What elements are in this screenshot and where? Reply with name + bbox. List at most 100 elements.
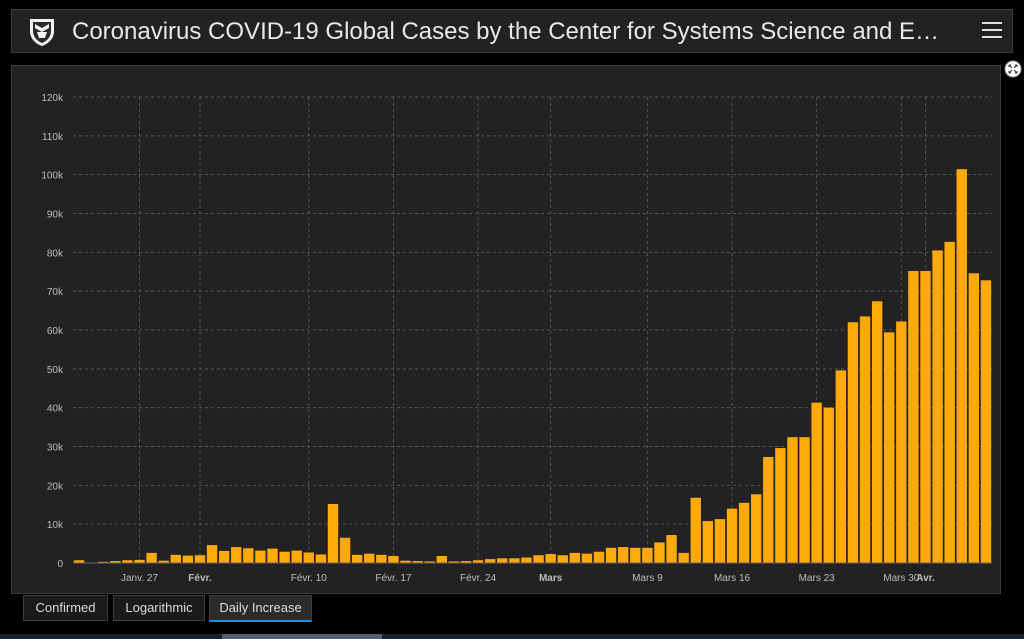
bar[interactable] — [291, 550, 302, 563]
bar[interactable] — [642, 547, 653, 563]
bar[interactable] — [497, 558, 508, 563]
bar[interactable] — [702, 521, 714, 563]
bar[interactable] — [690, 497, 701, 563]
bar[interactable] — [726, 508, 738, 563]
app-header: Coronavirus COVID-19 Global Cases by the… — [11, 9, 1013, 53]
bar[interactable] — [436, 556, 448, 563]
bar[interactable] — [968, 273, 980, 563]
bar[interactable] — [364, 553, 375, 563]
bar[interactable] — [799, 437, 810, 563]
bar[interactable] — [484, 559, 496, 563]
x-tick-label: Févr. — [188, 573, 212, 584]
bar[interactable] — [73, 560, 85, 563]
bar[interactable] — [376, 554, 387, 563]
y-tick-label: 10k — [47, 520, 64, 531]
bar[interactable] — [134, 559, 145, 563]
bar[interactable] — [714, 519, 726, 563]
y-tick-label: 60k — [47, 326, 64, 337]
bar[interactable] — [896, 321, 907, 563]
x-tick-label: Févr. 24 — [460, 573, 497, 584]
expand-panel-icon[interactable] — [1004, 60, 1022, 78]
tab-logarithmic[interactable]: Logarithmic — [113, 595, 205, 621]
bar[interactable] — [146, 552, 157, 563]
bar[interactable] — [787, 437, 798, 563]
bar[interactable] — [194, 555, 206, 563]
bar[interactable] — [557, 555, 568, 563]
bar[interactable] — [158, 560, 169, 563]
bar[interactable] — [110, 561, 121, 563]
bar[interactable] — [956, 169, 967, 563]
bar[interactable] — [206, 545, 218, 563]
bar[interactable] — [823, 407, 834, 563]
bar[interactable] — [630, 547, 641, 563]
bar[interactable] — [666, 535, 677, 563]
bar[interactable] — [327, 503, 339, 563]
x-tick-label: Mars — [539, 573, 563, 584]
hamburger-menu-icon[interactable] — [982, 22, 1002, 40]
bar[interactable] — [569, 552, 581, 563]
y-tick-label: 20k — [47, 481, 64, 492]
bar[interactable] — [400, 560, 411, 563]
bar[interactable] — [533, 555, 544, 563]
chart-panel: 0 10k 20k 30k 40k 50k 60k 70k 80k 90k 100k 110k 120k… — [11, 65, 1001, 594]
bar[interactable] — [944, 241, 955, 563]
y-tick-label: 120k — [41, 93, 64, 104]
x-tick-label: Mars 30 — [883, 573, 920, 584]
bottom-scrollbar-thumb[interactable] — [222, 634, 382, 639]
x-tick-label: Mars 9 — [632, 573, 663, 584]
bar[interactable] — [908, 270, 919, 563]
bottom-scrollbar-track — [0, 634, 1024, 639]
university-shield-logo-icon — [30, 19, 54, 46]
bar[interactable] — [738, 502, 750, 563]
bar[interactable] — [859, 316, 871, 563]
bar[interactable] — [920, 270, 931, 563]
bar[interactable] — [811, 402, 822, 563]
tab-confirmed[interactable]: Confirmed — [23, 595, 108, 621]
bar[interactable] — [932, 250, 943, 563]
bar[interactable] — [303, 552, 314, 563]
y-tick-label: 40k — [47, 404, 64, 415]
bar[interactable] — [351, 554, 363, 563]
bar[interactable] — [847, 322, 859, 563]
bar[interactable] — [412, 561, 423, 563]
bar[interactable] — [279, 551, 290, 563]
bar[interactable] — [605, 547, 617, 563]
bar[interactable] — [871, 301, 883, 563]
bar[interactable] — [315, 554, 327, 563]
bar[interactable] — [255, 550, 266, 563]
bar[interactable] — [678, 552, 689, 563]
bar[interactable] — [122, 560, 133, 563]
bar[interactable] — [763, 456, 774, 563]
bar[interactable] — [509, 558, 520, 563]
y-tick-label: 30k — [47, 443, 64, 454]
bar[interactable] — [231, 547, 242, 563]
bar[interactable] — [388, 556, 399, 563]
bar[interactable] — [617, 547, 629, 563]
bar[interactable] — [581, 553, 593, 563]
x-tick-label: Févr. 17 — [375, 573, 412, 584]
bar[interactable] — [98, 561, 109, 563]
bar[interactable] — [170, 554, 181, 563]
bar[interactable] — [472, 560, 484, 563]
bar[interactable] — [339, 537, 351, 563]
bar[interactable] — [980, 280, 992, 563]
bar[interactable] — [521, 557, 532, 563]
y-tick-label: 110k — [42, 132, 64, 143]
x-tick-label: Févr. 10 — [291, 573, 328, 584]
tab-daily-increase[interactable]: Daily Increase — [209, 595, 312, 622]
bar[interactable] — [545, 554, 556, 563]
bar[interactable] — [267, 548, 278, 563]
bar[interactable] — [182, 555, 194, 563]
bar[interactable] — [460, 561, 472, 563]
bar[interactable] — [775, 448, 786, 563]
bar[interactable] — [424, 561, 435, 563]
bar[interactable] — [835, 370, 847, 563]
daily-increase-bar-chart: 0 10k 20k 30k 40k 50k 60k 70k 80k 90k 100k 110k 120k… — [41, 93, 992, 584]
bar[interactable] — [243, 548, 254, 563]
bar[interactable] — [448, 561, 460, 563]
bar[interactable] — [884, 332, 895, 563]
bar[interactable] — [218, 550, 230, 563]
bar[interactable] — [593, 551, 605, 563]
bar[interactable] — [654, 542, 665, 563]
bar[interactable] — [751, 494, 762, 563]
